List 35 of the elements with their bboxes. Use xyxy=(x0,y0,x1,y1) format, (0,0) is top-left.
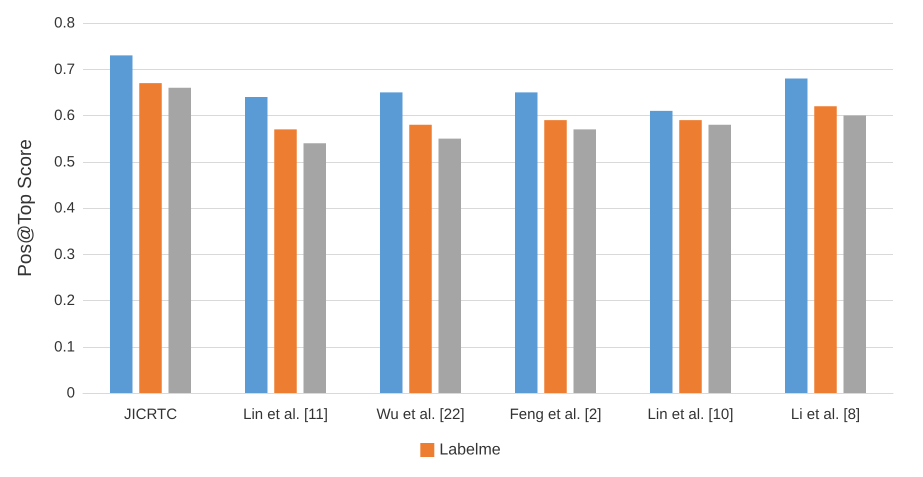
bar xyxy=(274,129,297,393)
bar xyxy=(168,88,191,393)
y-tick-label: 0.4 xyxy=(54,200,75,216)
y-tick-label: 0 xyxy=(66,384,75,402)
y-tick-label: 0.6 xyxy=(54,107,75,124)
y-tick-label: 0.7 xyxy=(54,60,75,78)
y-tick-label: 0.5 xyxy=(54,153,75,170)
bar xyxy=(785,78,808,393)
x-tick-label: Lin et al. [11] xyxy=(243,406,328,423)
bar xyxy=(574,129,596,393)
y-tick-label: 0.3 xyxy=(54,246,75,263)
bar xyxy=(544,120,567,393)
bar xyxy=(139,83,162,393)
bar xyxy=(438,138,461,393)
bar xyxy=(245,97,268,393)
bar xyxy=(304,143,326,393)
bar xyxy=(679,120,702,393)
x-tick-label: Li et al. [8] xyxy=(790,406,860,423)
bar xyxy=(708,124,731,393)
bar xyxy=(110,55,132,393)
x-tick-label: Feng et al. [2] xyxy=(510,406,602,423)
bar xyxy=(515,92,538,393)
y-tick-label: 0.8 xyxy=(54,14,75,32)
legend-label: Labelme xyxy=(439,442,501,458)
y-axis-title: Pos@Top Score xyxy=(15,139,36,277)
x-tick-label: Wu et al. [22] xyxy=(376,406,465,423)
bar xyxy=(409,124,432,393)
bar xyxy=(814,106,837,393)
bar xyxy=(380,92,402,393)
x-tick-label: Lin et al. [10] xyxy=(648,406,734,423)
bar xyxy=(844,116,866,393)
bar xyxy=(650,110,672,393)
y-tick-label: 0.1 xyxy=(54,338,75,356)
x-tick-label: JICRTC xyxy=(124,406,178,423)
y-tick-label: 0.2 xyxy=(54,292,75,309)
